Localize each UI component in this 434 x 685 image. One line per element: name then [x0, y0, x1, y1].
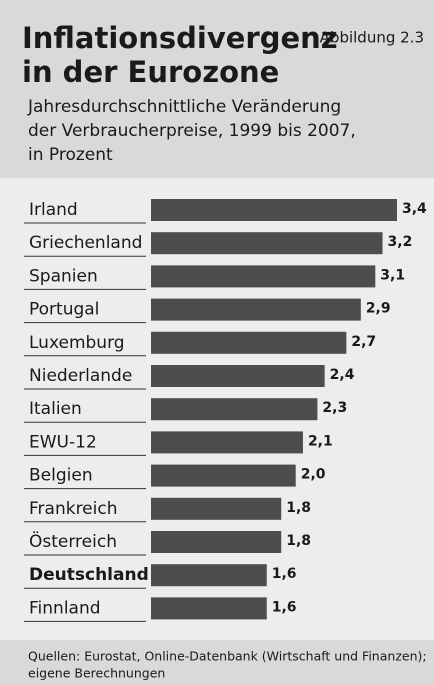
bar — [151, 597, 267, 620]
footer-bg — [0, 640, 434, 685]
value-label: 1,6 — [272, 566, 297, 582]
subtitle: der Verbraucherpreise, 1999 bis 2007, — [28, 121, 356, 141]
category-label: Portugal — [29, 300, 99, 320]
bar — [151, 464, 296, 487]
category-label: Luxemburg — [29, 333, 125, 353]
bar — [151, 232, 383, 255]
value-label: 3,4 — [402, 201, 427, 217]
value-label: 2,0 — [301, 467, 326, 483]
category-label: Frankreich — [29, 499, 118, 519]
subtitle: Jahresdurchschnittliche Veränderung — [27, 97, 341, 117]
chart-title: in der Eurozone — [22, 55, 279, 89]
category-label: Griechenland — [29, 233, 142, 253]
category-label: Finnland — [29, 598, 101, 618]
value-label: 2,3 — [322, 400, 347, 416]
source: Quellen: Eurostat, Online-Datenbank (Wir… — [28, 649, 427, 664]
bar — [151, 564, 267, 587]
chart-title: Inflationsdivergenz — [22, 21, 338, 55]
value-label: 2,4 — [330, 367, 355, 383]
value-label: 2,7 — [351, 334, 376, 350]
value-label: 3,2 — [388, 234, 413, 250]
subtitle: in Prozent — [28, 145, 113, 165]
bar — [151, 497, 282, 520]
category-label: Irland — [29, 200, 78, 220]
bar — [151, 199, 397, 221]
bar — [151, 431, 303, 454]
bar — [151, 298, 361, 321]
category-label: Niederlande — [29, 366, 132, 386]
category-label: Österreich — [29, 530, 117, 552]
header-bg — [0, 0, 434, 178]
category-label: Spanien — [29, 266, 98, 286]
source: eigene Berechnungen — [28, 666, 165, 681]
value-label: 1,6 — [272, 599, 297, 615]
value-label: 3,1 — [380, 267, 405, 283]
value-label: 2,9 — [366, 301, 391, 317]
category-label: EWU-12 — [29, 432, 97, 452]
bar — [151, 531, 282, 553]
category-label: Italien — [29, 399, 82, 419]
value-label: 1,8 — [286, 533, 311, 549]
value-label: 1,8 — [286, 500, 311, 516]
bar — [151, 331, 347, 354]
value-label: 2,1 — [308, 433, 333, 449]
category-label: Belgien — [29, 466, 93, 486]
category-label: Deutschland — [29, 565, 149, 585]
bar — [151, 398, 318, 421]
bar — [151, 365, 325, 387]
bar — [151, 265, 376, 288]
figure-label: Abbildung 2.3 — [320, 29, 424, 47]
